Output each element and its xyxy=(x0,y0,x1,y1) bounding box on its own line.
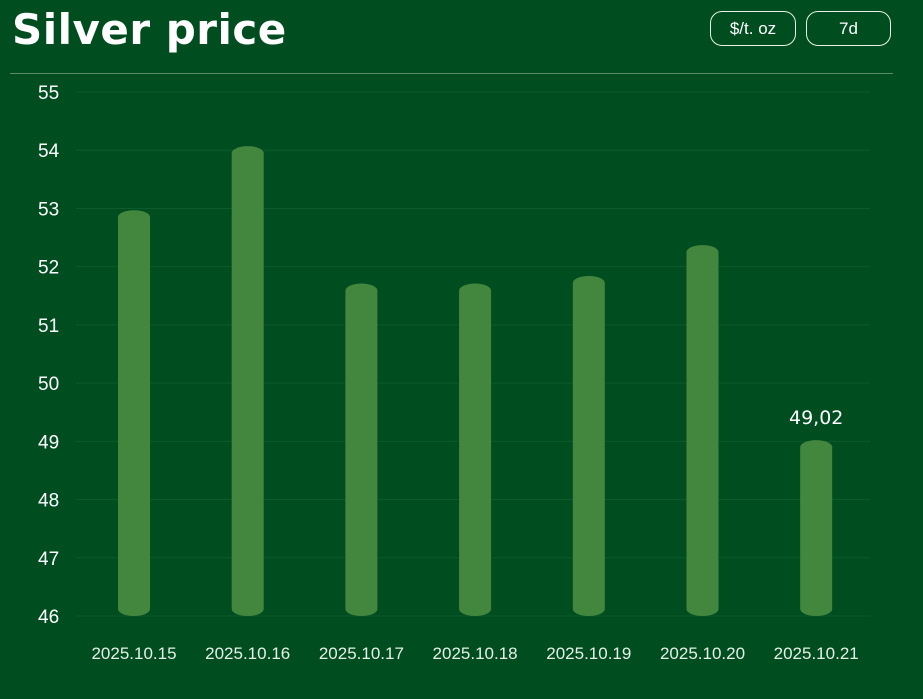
header-divider xyxy=(10,73,893,74)
range-selector-button[interactable]: 7d xyxy=(806,11,891,46)
x-tick-label: 2025.10.20 xyxy=(660,644,745,663)
bar xyxy=(345,283,378,616)
y-tick-label: 53 xyxy=(38,199,59,220)
y-tick-label: 54 xyxy=(38,141,60,162)
y-tick-label: 46 xyxy=(38,607,59,628)
bar xyxy=(800,440,833,616)
y-tick-label: 52 xyxy=(38,258,59,279)
x-tick-label: 2025.10.15 xyxy=(91,644,176,663)
bar xyxy=(459,283,492,616)
bar xyxy=(231,146,264,616)
bar xyxy=(686,245,719,616)
y-tick-label: 47 xyxy=(38,549,59,570)
y-tick-label: 51 xyxy=(38,316,59,337)
x-tick-label: 2025.10.16 xyxy=(205,644,290,663)
x-tick-label: 2025.10.21 xyxy=(774,644,859,663)
y-tick-label: 48 xyxy=(38,491,59,512)
bar xyxy=(118,210,150,617)
page-title: Silver price xyxy=(12,5,287,54)
data-label: 49,02 xyxy=(789,407,843,429)
y-tick-label: 55 xyxy=(38,83,59,104)
unit-selector-button[interactable]: $/t. oz xyxy=(710,11,796,46)
y-tick-label: 50 xyxy=(38,374,59,395)
x-tick-label: 2025.10.18 xyxy=(433,644,518,663)
bar xyxy=(572,275,605,616)
x-tick-label: 2025.10.19 xyxy=(546,644,631,663)
y-tick-label: 49 xyxy=(38,432,59,453)
x-tick-label: 2025.10.17 xyxy=(319,644,404,663)
